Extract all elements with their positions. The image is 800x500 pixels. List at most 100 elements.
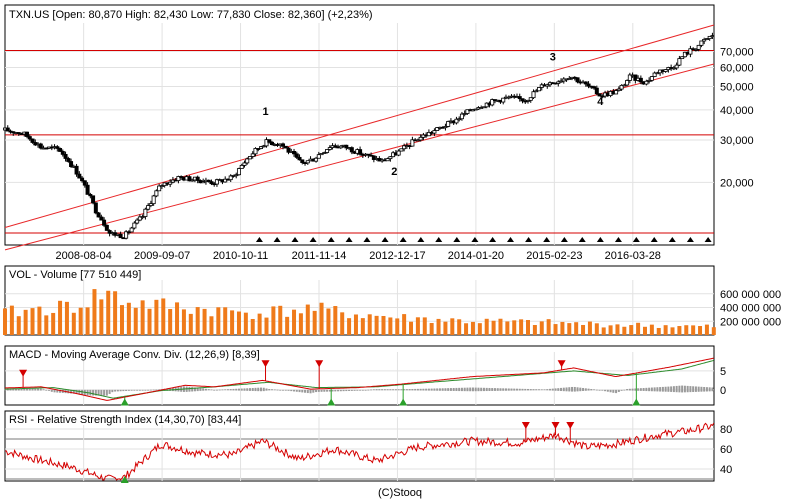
macd-histogram-bar [535, 389, 538, 391]
candle-body [239, 164, 244, 169]
macd-histogram-bar [562, 387, 565, 392]
volume-bar [78, 307, 83, 335]
volume-bar [539, 321, 544, 335]
candle-body [187, 176, 192, 182]
signal-triangle-marker [291, 237, 299, 242]
macd-histogram-bar [463, 387, 466, 392]
macd-histogram-bar [628, 388, 631, 391]
volume-bar [340, 312, 345, 335]
candle-body [644, 80, 649, 85]
volume-bar [491, 320, 496, 335]
candle-body [234, 174, 239, 177]
macd-histogram-bar [617, 389, 620, 392]
macd-histogram-bar [301, 389, 304, 393]
macd-histogram-bar [158, 389, 161, 391]
candle-body [140, 216, 145, 218]
candle-body [27, 136, 32, 140]
macd-histogram-bar [312, 389, 315, 393]
candle-body [586, 83, 591, 87]
macd-histogram-bar [560, 387, 563, 392]
macd-histogram-bar [645, 387, 648, 392]
macd-histogram-bar [72, 389, 75, 394]
volume-bar [58, 300, 63, 335]
candle-body [649, 76, 654, 81]
volume-bar [636, 322, 641, 335]
macd-histogram-bar [678, 385, 681, 393]
macd-histogram-bar [405, 389, 408, 391]
macd-histogram-bar [232, 388, 235, 391]
macd-histogram-bar [235, 388, 238, 391]
rsi-buy-marker [120, 476, 129, 483]
macd-histogram-bar [37, 388, 40, 391]
macd-histogram-bar [444, 388, 447, 391]
macd-histogram-bar [78, 389, 81, 395]
volume-bar [202, 308, 207, 335]
candle-body [559, 80, 564, 83]
candle-body [143, 208, 148, 217]
macd-histogram-bar [331, 389, 334, 392]
candle-body [534, 90, 539, 93]
candle-body [418, 136, 423, 141]
volume-bar [92, 289, 97, 335]
candle-body [209, 181, 214, 185]
macd-histogram-bar [711, 387, 714, 392]
candle-body [247, 156, 252, 160]
macd-histogram-bar [122, 389, 125, 392]
macd-histogram-bar [196, 387, 199, 392]
macd-histogram-bar [538, 389, 541, 391]
candle-body [619, 84, 624, 90]
macd-histogram-bar [276, 389, 279, 391]
volume-bar [574, 322, 579, 335]
volume-bar [113, 291, 118, 335]
volume-bar [429, 322, 434, 335]
candle-body [652, 72, 657, 77]
macd-histogram-bar [317, 389, 320, 392]
macd-sell-marker [19, 369, 28, 377]
x-tick-label: 2015-02-23 [526, 250, 582, 262]
macd-histogram-bar [155, 389, 158, 391]
macd-histogram-bar [593, 389, 596, 391]
price-tick-label: 20,000 [720, 177, 754, 189]
volume-bar [594, 323, 599, 335]
rsi-title-bg [6, 412, 306, 425]
candle-body [286, 147, 291, 153]
candle-body [228, 175, 233, 181]
candle-body [30, 138, 35, 143]
volume-bar [106, 290, 111, 335]
signal-triangle-marker [507, 237, 515, 242]
macd-histogram-bar [573, 386, 576, 392]
macd-histogram-bar [229, 389, 232, 391]
macd-histogram-bar [48, 389, 51, 391]
macd-histogram-bar [12, 388, 15, 391]
candle-body [242, 162, 247, 166]
candle-body [531, 91, 536, 99]
volume-bar [292, 309, 297, 335]
signal-triangle-marker [273, 237, 281, 242]
macd-histogram-bar [397, 389, 400, 391]
volume-bar [560, 321, 565, 335]
candles [3, 32, 715, 240]
volume-bar [154, 299, 159, 335]
volume-bar [642, 326, 647, 335]
candle-body [537, 87, 542, 92]
macd-histogram-bar [653, 387, 656, 392]
macd-histogram-bar [221, 389, 224, 391]
candle-body [104, 224, 109, 231]
macd-histogram-bar [422, 388, 425, 391]
macd-histogram-bar [4, 388, 6, 391]
macd-histogram-bar [546, 389, 549, 391]
candle-body [325, 149, 330, 153]
rsi-sell-marker [521, 422, 530, 429]
signal-triangle-marker [435, 237, 443, 242]
candle-body [69, 161, 74, 167]
volume-bar [656, 327, 661, 335]
volume-bar [188, 313, 193, 335]
volume-bar [360, 318, 365, 335]
volume-bar [326, 308, 331, 335]
macd-histogram-bar [191, 387, 194, 392]
macd-histogram-bar [56, 389, 59, 393]
candle-body [616, 88, 621, 91]
macd-histogram-bar [166, 388, 169, 391]
macd-histogram-bar [271, 389, 274, 391]
